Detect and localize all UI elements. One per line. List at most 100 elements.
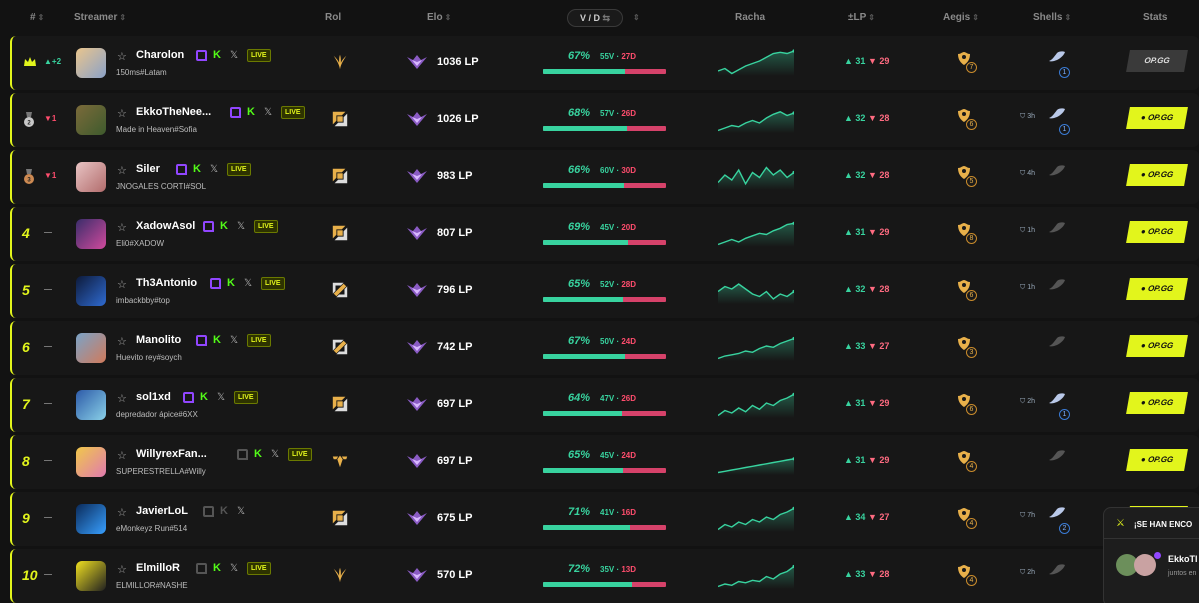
opgg-button[interactable]: ● OP.GG: [1126, 335, 1188, 357]
kick-icon[interactable]: K: [213, 561, 221, 574]
favorite-star-icon[interactable]: ☆: [117, 51, 127, 63]
toast-name: EkkoTl: [1168, 554, 1198, 564]
avatar[interactable]: [76, 561, 106, 591]
streamer-name[interactable]: sol1xd: [136, 391, 171, 403]
x-icon[interactable]: 𝕏: [264, 106, 273, 118]
twitch-icon[interactable]: [183, 391, 194, 403]
streamer-name[interactable]: WillyrexFan...: [136, 448, 207, 460]
opgg-button[interactable]: ● OP.GG: [1126, 278, 1188, 300]
favorite-star-icon[interactable]: ☆: [117, 507, 127, 519]
kick-icon[interactable]: K: [227, 276, 235, 289]
favorite-star-icon[interactable]: ☆: [117, 279, 127, 291]
rank-number: 7: [22, 396, 30, 412]
elo-value: 1036 LP: [437, 56, 479, 68]
avatar[interactable]: [76, 447, 106, 477]
twitch-icon[interactable]: [237, 448, 248, 460]
avatar[interactable]: [76, 48, 106, 78]
opgg-button[interactable]: ● OP.GG: [1126, 164, 1188, 186]
table-row[interactable]: 2 ▼1 ☆ EkkoTheNee... K 𝕏 LIVE Made in Heaven#So…: [10, 93, 1199, 147]
table-row[interactable]: 3 ▼1 ☆ Siler K 𝕏 LIVE JNOGALES CORTI#SOL 983 LP 6…: [10, 150, 1199, 204]
table-row[interactable]: ▲+2 ☆ Charolon K 𝕏 LIVE 150ms#Latam 1036 LP 67% 5…: [10, 36, 1199, 90]
x-icon[interactable]: 𝕏: [237, 505, 246, 517]
twitch-icon[interactable]: [176, 163, 187, 175]
streak-sparkline: [717, 502, 796, 532]
opgg-button[interactable]: ● OP.GG: [1126, 107, 1188, 129]
x-icon[interactable]: 𝕏: [230, 334, 239, 346]
x-icon[interactable]: 𝕏: [237, 220, 246, 232]
table-row[interactable]: 6 — ☆ Manolito K 𝕏 LIVE Huevito rey#soych 742 LP…: [10, 321, 1199, 375]
riot-id: 150ms#Latam: [116, 68, 167, 77]
lp-loss: ▼ 29: [868, 398, 890, 408]
twitch-icon[interactable]: [196, 562, 207, 574]
x-icon[interactable]: 𝕏: [230, 49, 239, 61]
twitch-icon[interactable]: [196, 49, 207, 61]
social-links: K 𝕏 LIVE: [183, 390, 258, 404]
streamer-name[interactable]: EkkoTheNee...: [136, 106, 212, 118]
kick-icon[interactable]: K: [247, 105, 255, 118]
avatar[interactable]: [76, 390, 106, 420]
kick-icon[interactable]: K: [200, 390, 208, 403]
favorite-star-icon[interactable]: ☆: [117, 450, 127, 462]
header-aegis[interactable]: Aegis ⇕: [943, 12, 979, 23]
favorite-star-icon[interactable]: ☆: [117, 222, 127, 234]
kick-icon[interactable]: K: [213, 333, 221, 346]
kick-icon[interactable]: K: [193, 162, 201, 175]
header-elo[interactable]: Elo ⇕: [427, 12, 451, 23]
kick-icon[interactable]: K: [254, 447, 262, 460]
twitch-icon[interactable]: [203, 505, 214, 517]
x-icon[interactable]: 𝕏: [271, 448, 280, 460]
twitch-icon[interactable]: [203, 220, 214, 232]
table-row[interactable]: 4 — ☆ XadowAsol K 𝕏 LIVE Eli0#XADOW 807 LP 69% 45V…: [10, 207, 1199, 261]
avatar[interactable]: [76, 105, 106, 135]
kick-icon[interactable]: K: [220, 219, 228, 232]
header-rank[interactable]: # ⇕: [30, 12, 44, 23]
favorite-star-icon[interactable]: ☆: [117, 336, 127, 348]
streamer-name[interactable]: XadowAsol: [136, 220, 196, 232]
table-row[interactable]: 5— ☆ Th3Antonio K 𝕏 LIVE imbackbby#top 796 LP 65…: [10, 264, 1199, 318]
sort-icon: ⇕: [119, 13, 127, 22]
header-lp[interactable]: ±LP ⇕: [848, 12, 875, 23]
favorite-star-icon[interactable]: ☆: [117, 108, 127, 120]
aegis-count: 4: [966, 518, 977, 529]
notification-toast[interactable]: ⚔ ¡SE HAN ENCO EkkoTl juntos en: [1103, 507, 1199, 603]
lp-loss-value: 29: [879, 398, 890, 408]
twitch-icon[interactable]: [210, 277, 221, 289]
avatar[interactable]: [76, 276, 106, 306]
social-links: K 𝕏 LIVE: [176, 162, 251, 176]
streamer-name[interactable]: ElmilloR: [136, 562, 181, 574]
avatar[interactable]: [76, 162, 106, 192]
sort-icon[interactable]: ⇕: [633, 13, 640, 22]
header-shells[interactable]: Shells ⇕: [1033, 12, 1071, 23]
table-row[interactable]: 7 — ☆ sol1xd K 𝕏 LIVE depredador ápice#6XX 697 L…: [10, 378, 1199, 432]
avatar[interactable]: [76, 333, 106, 363]
header-streamer[interactable]: Streamer ⇕: [74, 12, 126, 23]
streamer-name[interactable]: Charolon: [136, 49, 185, 61]
streamer-name[interactable]: Manolito: [136, 334, 182, 346]
streamer-name[interactable]: JavierLoL: [136, 505, 188, 517]
streamer-name[interactable]: Siler: [136, 163, 160, 175]
lp-loss-value: 29: [879, 56, 890, 66]
opgg-button[interactable]: ● OP.GG: [1126, 221, 1188, 243]
table-row[interactable]: 10 — ☆ ElmilloR K 𝕏 LIVE ELMILLOR#NASHE 570 LP 72…: [10, 549, 1199, 603]
twitch-icon[interactable]: [230, 106, 241, 118]
x-icon[interactable]: 𝕏: [210, 163, 219, 175]
opgg-button[interactable]: ● OP.GG: [1126, 449, 1188, 471]
favorite-star-icon[interactable]: ☆: [117, 564, 127, 576]
avatar[interactable]: [76, 219, 106, 249]
kick-icon[interactable]: K: [220, 504, 228, 517]
table-row[interactable]: 8 — ☆ WillyrexFan... K 𝕏 LIVE SUPERESTRELLA#Wil…: [10, 435, 1199, 489]
x-icon[interactable]: 𝕏: [230, 562, 239, 574]
opgg-button[interactable]: OP.GG: [1126, 50, 1188, 72]
vd-toggle[interactable]: V / D ⇆: [567, 9, 623, 27]
favorite-star-icon[interactable]: ☆: [117, 393, 127, 405]
opgg-button[interactable]: ● OP.GG: [1126, 392, 1188, 414]
x-icon[interactable]: 𝕏: [244, 277, 253, 289]
streamer-name[interactable]: Th3Antonio: [136, 277, 198, 289]
winrate-bar: [543, 525, 666, 530]
x-icon[interactable]: 𝕏: [217, 391, 226, 403]
twitch-icon[interactable]: [196, 334, 207, 346]
avatar[interactable]: [76, 504, 106, 534]
kick-icon[interactable]: K: [213, 48, 221, 61]
favorite-star-icon[interactable]: ☆: [117, 165, 127, 177]
